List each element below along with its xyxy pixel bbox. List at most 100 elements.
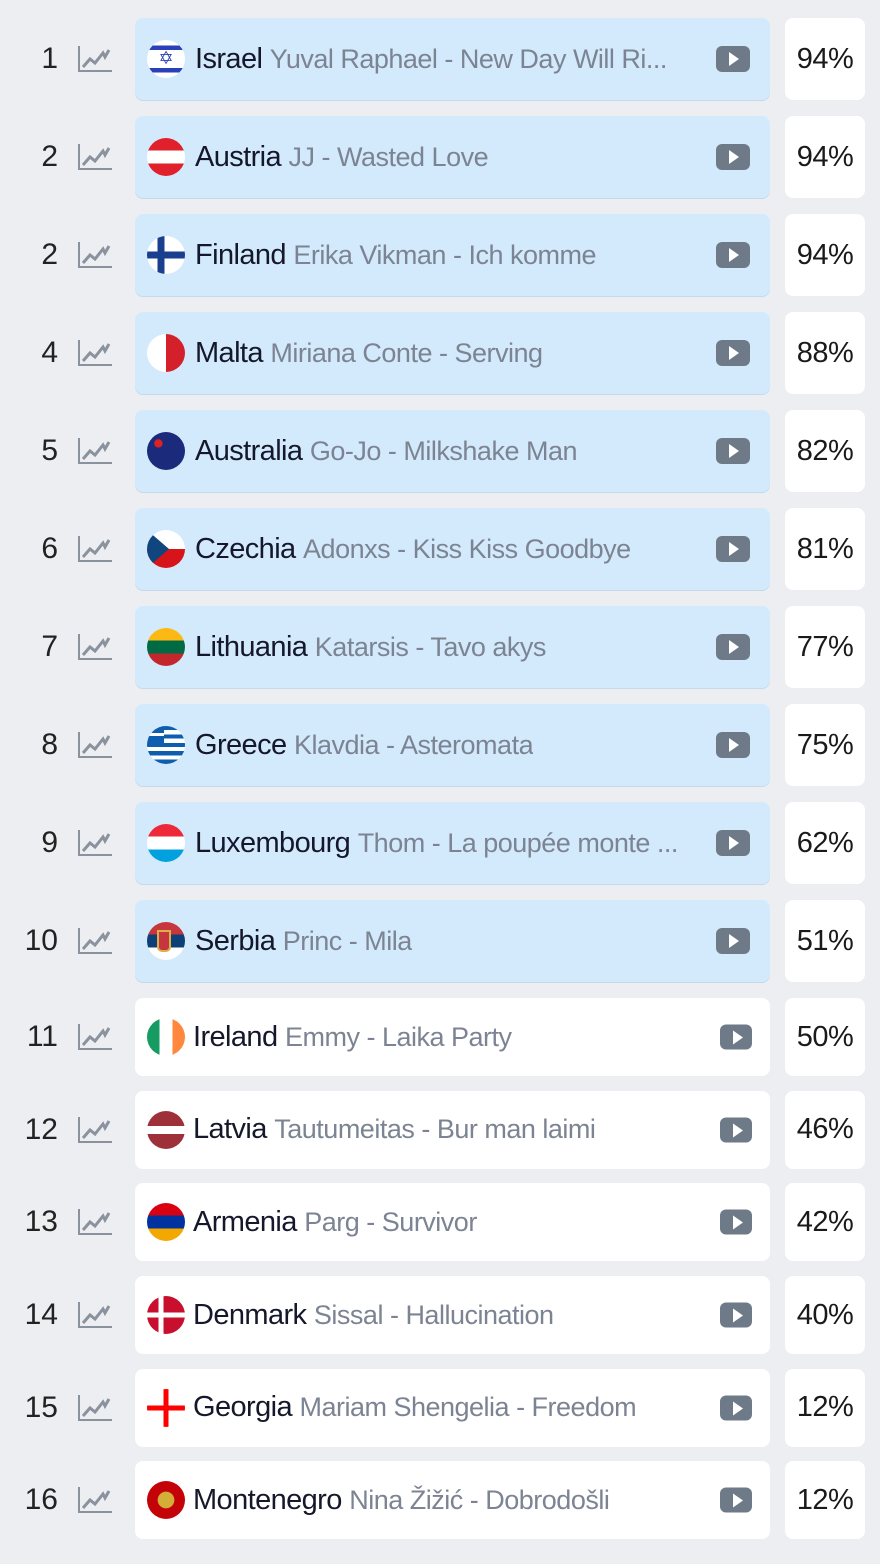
rank-number: 9 xyxy=(41,826,58,859)
ranking-list: 1 Israel Yuval Raphael - New Day Will Ri… xyxy=(0,18,880,1554)
percent-value: 81% xyxy=(785,508,865,590)
artist-song: Parg - Survivor xyxy=(304,1206,477,1237)
rank-number: 6 xyxy=(41,532,58,565)
trend-chart-icon[interactable] xyxy=(76,436,114,466)
trend-chart-icon[interactable] xyxy=(76,1485,114,1515)
trend-chart-icon[interactable] xyxy=(76,1393,114,1423)
country-name: Ireland xyxy=(193,1020,278,1053)
video-play-icon[interactable] xyxy=(720,1117,752,1143)
artist-song: Klavdia - Asteromata xyxy=(293,729,534,760)
entry-card[interactable]: Serbia Princ - Mila xyxy=(135,900,770,982)
entry-names: Luxembourg Thom - La poupée monte ... xyxy=(195,827,678,860)
entry-card[interactable]: Malta Miriana Conte - Serving xyxy=(135,312,770,394)
percent-value: 77% xyxy=(785,606,865,688)
ranking-row: 7 Lithuania Katarsis - Tavo akys 77% xyxy=(0,606,880,688)
entry-names: Austria JJ - Wasted Love xyxy=(195,141,488,174)
video-play-icon[interactable] xyxy=(716,634,750,660)
artist-song: Nina Žižić - Dobrodošli xyxy=(349,1484,610,1515)
trend-chart-icon[interactable] xyxy=(76,1115,114,1145)
entry-card[interactable]: Luxembourg Thom - La poupée monte ... xyxy=(135,802,770,884)
rank-number: 2 xyxy=(41,140,58,173)
entry-names: Denmark Sissal - Hallucination xyxy=(193,1299,554,1332)
entry-card[interactable]: Latvia Tautumeitas - Bur man laimi xyxy=(135,1090,770,1169)
entry-card[interactable]: Australia Go-Jo - Milkshake Man xyxy=(135,410,770,492)
entry-card[interactable]: Israel Yuval Raphael - New Day Will Ri..… xyxy=(135,18,770,100)
rank-number: 5 xyxy=(41,434,58,467)
entry-names: Georgia Mariam Shengelia - Freedom xyxy=(193,1391,636,1424)
trend-chart-icon[interactable] xyxy=(76,828,114,858)
video-play-icon[interactable] xyxy=(716,928,750,954)
video-play-icon[interactable] xyxy=(716,144,750,170)
artist-song: Princ - Mila xyxy=(282,925,412,956)
rank-number: 4 xyxy=(41,336,58,369)
trend-chart-icon[interactable] xyxy=(76,142,114,172)
ranking-row: 6 Czechia Adonxs - Kiss Kiss Goodbye 81% xyxy=(0,508,880,590)
percent-value: 94% xyxy=(785,116,865,198)
entry-card[interactable]: Georgia Mariam Shengelia - Freedom xyxy=(135,1368,770,1447)
ranking-row: 8 Greece Klavdia - Asteromata 75% xyxy=(0,704,880,786)
video-play-icon[interactable] xyxy=(720,1209,752,1235)
trend-chart-icon[interactable] xyxy=(76,730,114,760)
country-flag-icon xyxy=(147,1110,185,1149)
video-play-icon[interactable] xyxy=(716,732,750,758)
country-flag-icon xyxy=(147,628,185,666)
percent-value: 94% xyxy=(785,18,865,100)
video-play-icon[interactable] xyxy=(720,1302,752,1328)
country-flag-icon xyxy=(147,824,185,862)
entry-card[interactable]: Finland Erika Vikman - Ich komme xyxy=(135,214,770,296)
entry-card[interactable]: Armenia Parg - Survivor xyxy=(135,1183,770,1262)
video-play-icon[interactable] xyxy=(716,242,750,268)
artist-song: Sissal - Hallucination xyxy=(313,1299,554,1330)
artist-song: Miriana Conte - Serving xyxy=(270,337,543,368)
rank-number: 16 xyxy=(24,1483,58,1517)
video-play-icon[interactable] xyxy=(716,46,750,72)
rank-number: 1 xyxy=(41,42,58,75)
rank-number: 8 xyxy=(41,728,58,761)
artist-song: Go-Jo - Milkshake Man xyxy=(309,435,577,466)
artist-song: Yuval Raphael - New Day Will Ri... xyxy=(269,43,667,74)
entry-card[interactable]: Austria JJ - Wasted Love xyxy=(135,116,770,198)
trend-chart-icon[interactable] xyxy=(76,534,114,564)
country-flag-icon xyxy=(147,40,185,78)
percent-value: 94% xyxy=(785,214,865,296)
ranking-row: 9 Luxembourg Thom - La poupée monte ... … xyxy=(0,802,880,884)
video-play-icon[interactable] xyxy=(720,1487,752,1513)
entry-card[interactable]: Denmark Sissal - Hallucination xyxy=(135,1276,770,1355)
video-play-icon[interactable] xyxy=(716,438,750,464)
country-name: Greece xyxy=(195,728,287,761)
artist-song: Erika Vikman - Ich komme xyxy=(293,239,596,270)
video-play-icon[interactable] xyxy=(716,830,750,856)
entry-names: Malta Miriana Conte - Serving xyxy=(195,337,543,370)
artist-song: Mariam Shengelia - Freedom xyxy=(299,1392,637,1423)
trend-chart-icon[interactable] xyxy=(76,632,114,662)
country-name: Luxembourg xyxy=(195,826,351,859)
entry-names: Lithuania Katarsis - Tavo akys xyxy=(195,631,546,664)
artist-song: Adonxs - Kiss Kiss Goodbye xyxy=(303,533,631,564)
trend-chart-icon[interactable] xyxy=(76,240,114,270)
artist-song: JJ - Wasted Love xyxy=(288,141,489,172)
entry-names: Finland Erika Vikman - Ich komme xyxy=(195,239,596,272)
video-play-icon[interactable] xyxy=(716,536,750,562)
country-flag-icon xyxy=(147,334,185,372)
entry-names: Australia Go-Jo - Milkshake Man xyxy=(195,435,577,468)
video-play-icon[interactable] xyxy=(720,1024,752,1050)
video-play-icon[interactable] xyxy=(716,340,750,366)
entry-card[interactable]: Czechia Adonxs - Kiss Kiss Goodbye xyxy=(135,508,770,590)
entry-card[interactable]: Lithuania Katarsis - Tavo akys xyxy=(135,606,770,688)
trend-chart-icon[interactable] xyxy=(76,44,114,74)
trend-chart-icon[interactable] xyxy=(76,1022,114,1052)
country-flag-icon xyxy=(147,432,185,470)
trend-chart-icon[interactable] xyxy=(76,338,114,368)
entry-card[interactable]: Montenegro Nina Žižić - Dobrodošli xyxy=(135,1461,770,1540)
country-name: Montenegro xyxy=(193,1483,342,1516)
percent-value: 12% xyxy=(785,1368,865,1447)
entry-card[interactable]: Greece Klavdia - Asteromata xyxy=(135,704,770,786)
trend-chart-icon[interactable] xyxy=(76,1207,114,1237)
video-play-icon[interactable] xyxy=(720,1395,752,1421)
trend-chart-icon[interactable] xyxy=(76,1300,114,1330)
entry-names: Montenegro Nina Žižić - Dobrodošli xyxy=(193,1484,609,1517)
trend-chart-icon[interactable] xyxy=(76,926,114,956)
artist-song: Thom - La poupée monte ... xyxy=(357,827,678,858)
country-name: Georgia xyxy=(193,1391,293,1424)
entry-card[interactable]: Ireland Emmy - Laika Party xyxy=(135,998,770,1076)
